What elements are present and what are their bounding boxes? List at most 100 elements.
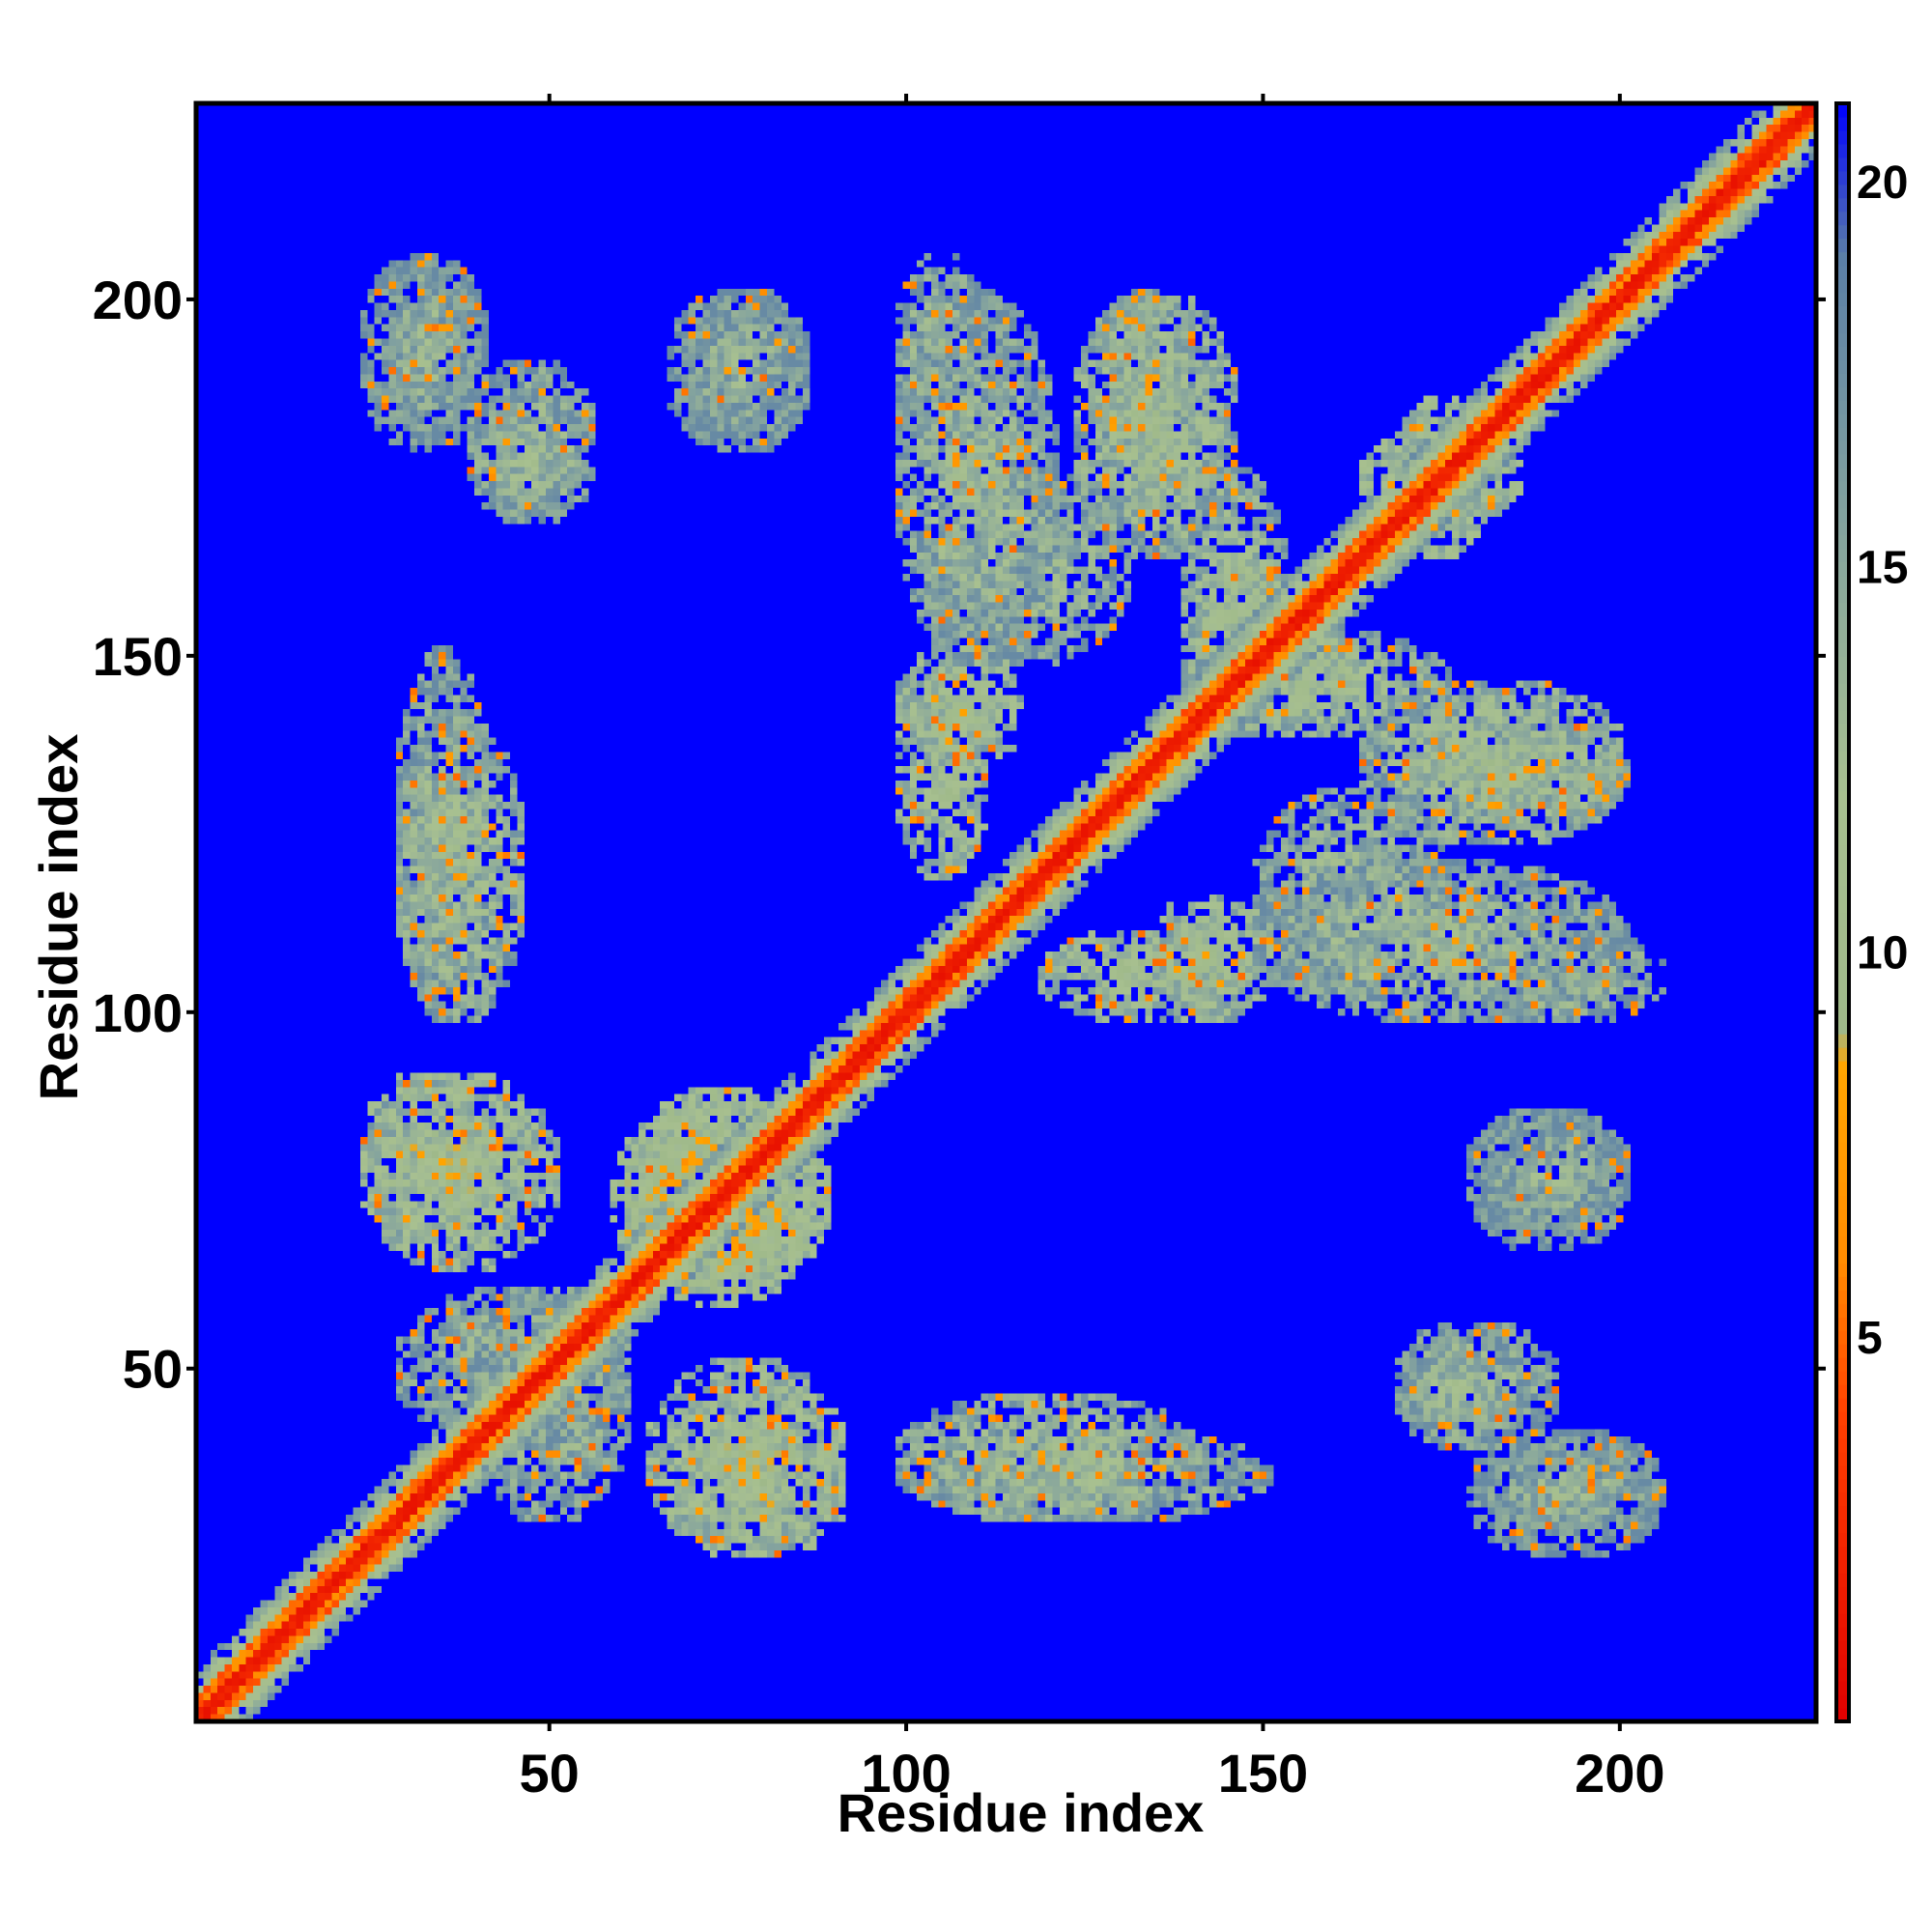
colorbar-segment [1836, 669, 1849, 684]
colorbar-segment [1836, 211, 1849, 226]
y-tick-label: 200 [93, 270, 183, 330]
colorbar-segment [1836, 1195, 1849, 1210]
colorbar-segment [1836, 790, 1849, 806]
colorbar-segment [1836, 831, 1849, 846]
colorbar-segment [1836, 737, 1849, 752]
colorbar-segment [1836, 170, 1849, 185]
colorbar-segment [1836, 1208, 1849, 1224]
colorbar-segment [1836, 1681, 1849, 1695]
colorbar-segment [1836, 1290, 1849, 1304]
colorbar-segment [1836, 373, 1849, 387]
colorbar-segment [1836, 427, 1849, 441]
colorbar-segment [1836, 898, 1849, 914]
colorbar-segment [1836, 1410, 1849, 1426]
colorbar-segment [1836, 656, 1849, 670]
y-tick-label: 150 [93, 626, 183, 687]
colorbar-segment [1836, 912, 1849, 927]
colorbar-segment [1836, 1694, 1849, 1709]
colorbar-segment [1836, 804, 1849, 819]
colorbar-segment [1836, 1114, 1849, 1129]
y-tick-label: 100 [93, 982, 183, 1043]
colorbar-segment [1836, 278, 1849, 294]
colorbar-segment [1836, 467, 1849, 482]
colorbar-segment [1836, 1451, 1849, 1466]
colorbar-segment [1836, 332, 1849, 347]
colorbar-segment [1836, 1087, 1849, 1102]
colorbar-segment [1836, 1303, 1849, 1318]
colorbar-segment [1836, 319, 1849, 333]
colorbar-segment [1836, 683, 1849, 697]
colorbar-segment [1836, 1074, 1849, 1089]
colorbar-segment [1836, 1007, 1849, 1021]
colorbar-segment [1836, 346, 1849, 360]
colorbar-segment [1836, 696, 1849, 711]
colorbar-tick-label: 5 [1857, 1313, 1883, 1364]
colorbar-segment [1836, 1627, 1849, 1641]
colorbar-segment [1836, 440, 1849, 455]
colorbar-segment [1836, 224, 1849, 240]
colorbar-segment [1836, 1654, 1849, 1668]
colorbar-segment [1836, 480, 1849, 496]
colorbar-segment [1836, 1317, 1849, 1331]
colorbar-segment [1836, 710, 1849, 724]
colorbar-segment [1836, 1546, 1849, 1561]
colorbar-segment [1836, 1236, 1849, 1251]
colorbar-segment [1836, 871, 1849, 887]
colorbar-segment [1836, 413, 1849, 428]
colorbar-segment [1836, 1532, 1849, 1548]
y-tick-label: 50 [123, 1339, 183, 1400]
colorbar-segment [1836, 143, 1849, 158]
colorbar-segment [1836, 103, 1849, 118]
colorbar-segment [1836, 885, 1849, 900]
colorbar-segment [1836, 1600, 1849, 1614]
colorbar-segment [1836, 386, 1849, 401]
colorbar-segment [1836, 1398, 1849, 1412]
x-tick-label: 50 [520, 1743, 580, 1804]
colorbar-segment [1836, 548, 1849, 563]
colorbar-segment [1836, 156, 1849, 172]
colorbar-segment [1836, 1478, 1849, 1493]
colorbar-segment [1836, 1424, 1849, 1439]
colorbar-segment [1836, 817, 1849, 833]
colorbar-segment [1836, 251, 1849, 267]
colorbar-segment [1836, 265, 1849, 280]
colorbar-tick-label: 15 [1857, 543, 1908, 594]
colorbar-segment [1836, 1708, 1849, 1722]
colorbar-segment [1836, 238, 1849, 253]
x-tick-label: 100 [861, 1743, 951, 1804]
colorbar-segment [1836, 724, 1849, 738]
colorbar-segment [1836, 1505, 1849, 1520]
colorbar-segment [1836, 494, 1849, 509]
heatmap-cells [196, 103, 1816, 1721]
x-axis: 50 100 150 200 [520, 94, 1665, 1804]
colorbar-segment [1836, 1384, 1849, 1399]
colorbar-segment [1836, 1640, 1849, 1655]
colorbar-segment [1836, 1020, 1849, 1035]
colorbar-segment [1836, 1249, 1849, 1264]
colorbar-segment [1836, 400, 1849, 414]
y-axis: 50 100 150 200 [93, 270, 1826, 1400]
colorbar-segment [1836, 359, 1849, 374]
colorbar-segment [1836, 1181, 1849, 1197]
x-tick-label: 200 [1575, 1743, 1664, 1804]
colorbar-segment [1836, 980, 1849, 994]
colorbar-segment [1836, 1061, 1849, 1075]
colorbar-segment [1836, 1034, 1849, 1048]
colorbar-segment [1836, 1586, 1849, 1601]
colorbar-segment [1836, 1492, 1849, 1507]
colorbar-segment [1836, 615, 1849, 630]
colorbar-segment [1836, 966, 1849, 980]
plot-frame [193, 100, 1819, 1724]
colorbar-segment [1836, 1519, 1849, 1534]
colorbar-segment [1836, 129, 1849, 145]
colorbar-tick-label: 10 [1857, 927, 1908, 979]
colorbar-segment [1836, 939, 1849, 953]
x-tick-label: 150 [1218, 1743, 1308, 1804]
colorbar-segment [1836, 1344, 1849, 1358]
colorbar-segment [1836, 1100, 1849, 1116]
colorbar-segment [1836, 1154, 1849, 1170]
colorbar-segment [1836, 925, 1849, 941]
colorbar-frame [1834, 101, 1851, 1723]
colorbar-segment [1836, 642, 1849, 657]
